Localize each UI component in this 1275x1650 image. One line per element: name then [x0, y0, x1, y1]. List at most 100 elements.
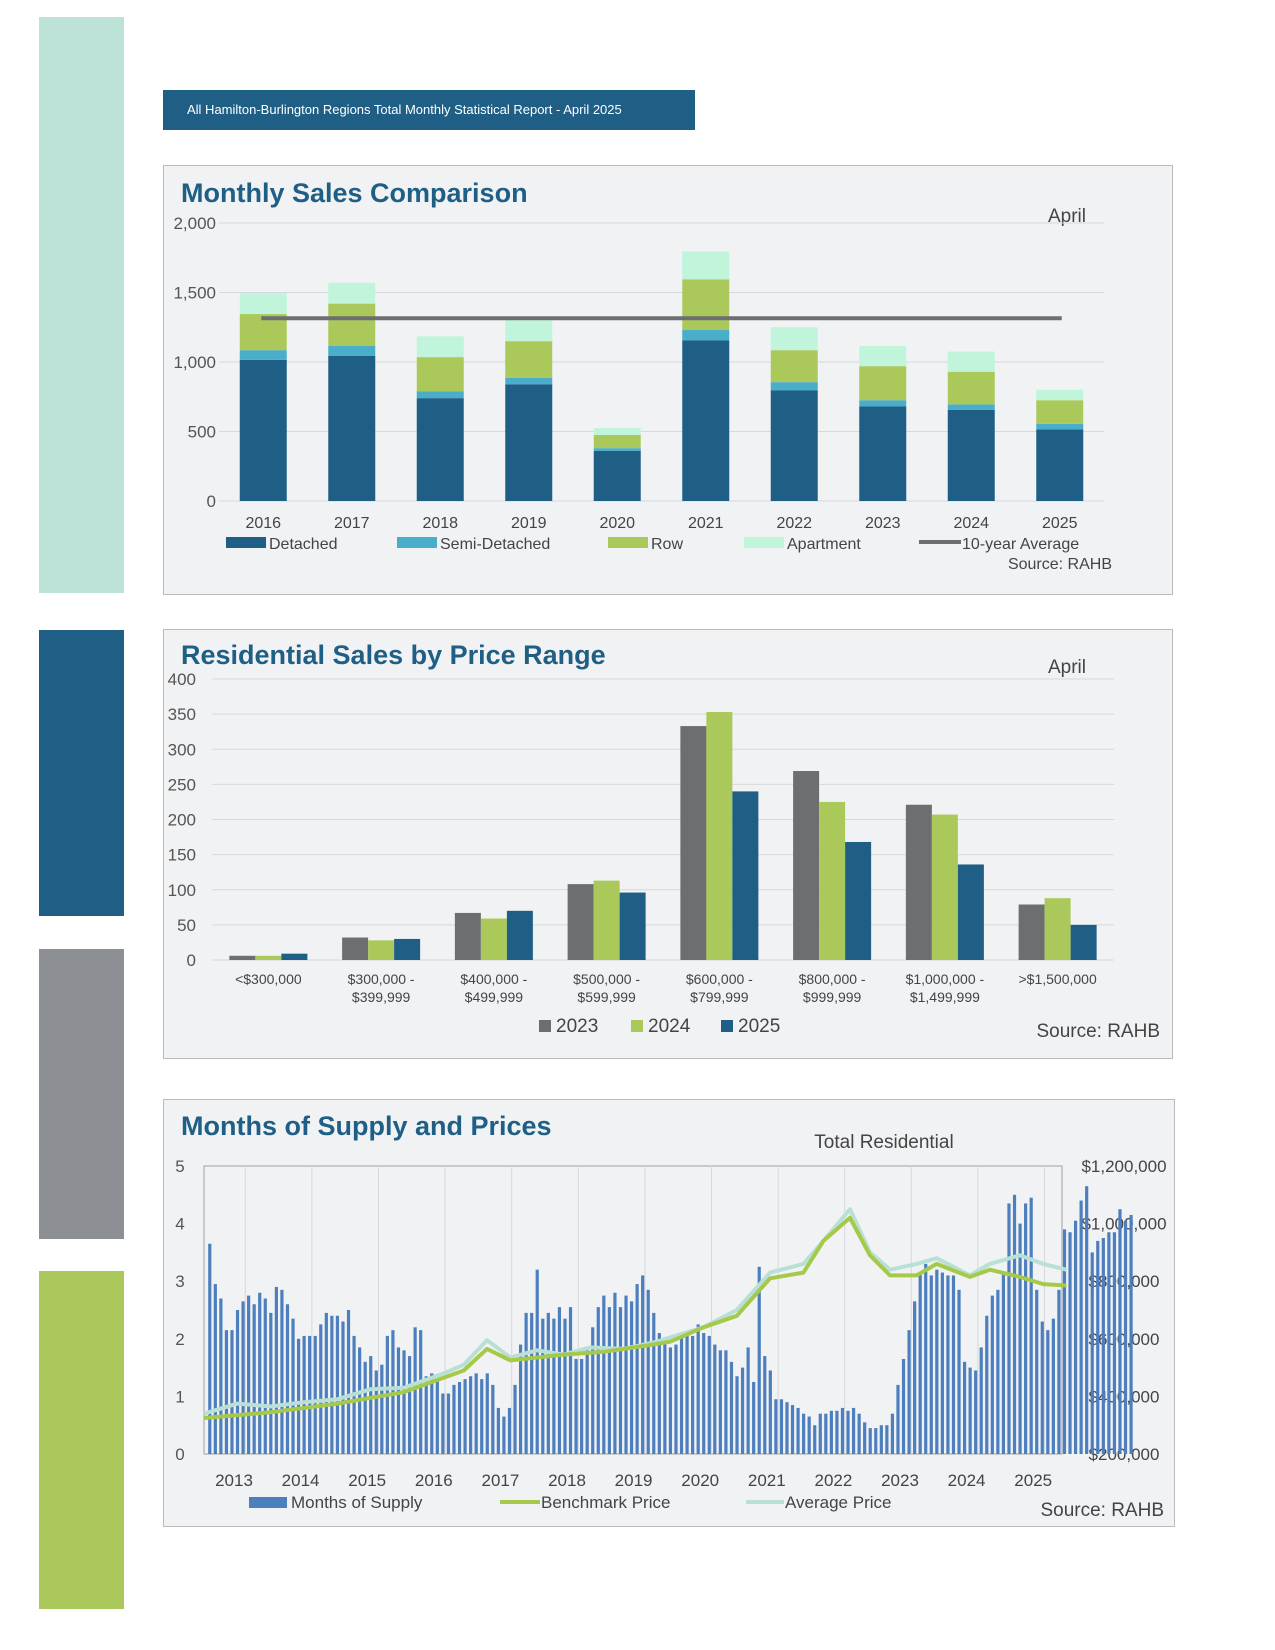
- supply-bar: [796, 1407, 800, 1454]
- bar-detached: [505, 384, 553, 501]
- x-tick-label: 2017: [481, 1471, 519, 1490]
- y-tick-label: 0: [187, 951, 196, 970]
- supply-bar: [663, 1341, 667, 1454]
- supply-bar: [430, 1373, 434, 1454]
- bar-detached: [770, 390, 818, 501]
- supply-bar: [363, 1361, 367, 1454]
- supply-bar: [652, 1312, 656, 1454]
- supply-bar: [635, 1284, 639, 1454]
- supply-bar: [907, 1330, 911, 1454]
- y-tick-label: 100: [168, 881, 196, 900]
- chart-subtitle: April: [1048, 657, 1086, 678]
- supply-bar: [335, 1315, 340, 1454]
- supply-bar: [530, 1312, 534, 1454]
- supply-bar: [1129, 1214, 1133, 1454]
- x-tick-label: 2022: [814, 1471, 852, 1490]
- side-bar-gray: [39, 949, 124, 1239]
- x-tick-label: 2020: [599, 515, 635, 532]
- supply-bar: [346, 1310, 351, 1454]
- supply-bar: [330, 1315, 334, 1454]
- y-tick-label: 1,500: [173, 284, 216, 303]
- supply-bar: [507, 1407, 512, 1454]
- legend-swatch: [721, 1020, 733, 1032]
- supply-bar: [496, 1407, 500, 1454]
- supply-bar: [874, 1428, 878, 1454]
- supply-bar: [979, 1347, 983, 1454]
- bar-apartment: [947, 351, 995, 372]
- bar-2024: [931, 814, 958, 960]
- y-tick-label: 50: [177, 916, 196, 935]
- supply-bar: [918, 1272, 922, 1454]
- bar-apartment: [859, 346, 907, 367]
- supply-bar: [646, 1289, 650, 1454]
- side-bar-navy: [39, 630, 124, 916]
- supply-bar: [707, 1335, 711, 1454]
- supply-bar: [1068, 1232, 1072, 1454]
- bar-semi-detached: [416, 391, 464, 399]
- supply-bar: [296, 1338, 301, 1454]
- supply-bar: [419, 1330, 423, 1454]
- legend-swatch: [608, 537, 648, 548]
- x-tick-label: 2016: [415, 1471, 453, 1490]
- supply-bar: [1073, 1220, 1078, 1454]
- supply-bar: [585, 1350, 589, 1454]
- bar-apartment: [328, 282, 376, 304]
- supply-bar: [657, 1333, 661, 1454]
- supply-bar: [974, 1370, 978, 1454]
- bar-apartment: [505, 320, 553, 342]
- supply-bar: [241, 1301, 245, 1454]
- bar-2023: [229, 955, 256, 960]
- supply-bar: [441, 1393, 445, 1454]
- chart-source: Source: RAHB: [1040, 1500, 1164, 1521]
- x-tick-label: 2013: [215, 1471, 253, 1490]
- x-tick-label: 2024: [953, 515, 989, 532]
- supply-bar: [668, 1347, 673, 1454]
- supply-bar: [463, 1379, 467, 1454]
- supply-bar: [763, 1356, 767, 1454]
- y-tick-label-left: 4: [175, 1215, 184, 1234]
- supply-bar: [324, 1312, 328, 1454]
- x-tick-label: $300,000 -$399,999: [348, 971, 415, 1005]
- bar-apartment: [239, 293, 287, 315]
- supply-bar: [435, 1379, 439, 1454]
- x-tick-label: 2016: [245, 515, 281, 532]
- supply-bar: [518, 1344, 523, 1454]
- supply-bar: [552, 1318, 556, 1454]
- bar-apartment: [682, 251, 730, 280]
- bar-apartment: [770, 327, 818, 351]
- supply-bar: [702, 1333, 706, 1454]
- x-tick-label: $1,000,000 -$1,499,999: [906, 971, 985, 1005]
- supply-bar: [674, 1344, 678, 1454]
- bar-2024: [593, 880, 620, 960]
- bar-detached: [593, 450, 641, 501]
- supply-bar: [313, 1335, 317, 1454]
- supply-bar: [491, 1384, 495, 1454]
- bar-2023: [905, 804, 932, 960]
- panel-title: Monthly Sales Comparison: [181, 178, 528, 208]
- supply-bar: [946, 1275, 950, 1454]
- supply-bar: [1018, 1223, 1022, 1454]
- side-bar-mint: [39, 17, 124, 593]
- supply-bar: [863, 1422, 867, 1454]
- price-range-panel: Residential Sales by Price Range April 0 5…: [163, 629, 1173, 1059]
- supply-bar: [641, 1275, 645, 1454]
- supply-bar: [1112, 1232, 1117, 1454]
- supply-bar: [230, 1330, 234, 1454]
- x-tick-label: 2023: [865, 515, 901, 532]
- supply-bar: [746, 1347, 750, 1454]
- supply-bar: [1096, 1240, 1100, 1454]
- supply-bar: [541, 1318, 545, 1454]
- x-tick-label: 2025: [1014, 1471, 1052, 1490]
- supply-bar: [824, 1413, 828, 1454]
- supply-bar: [990, 1295, 994, 1454]
- bar-2024: [1044, 898, 1071, 960]
- supply-bar: [624, 1295, 628, 1454]
- supply-bar: [752, 1382, 756, 1454]
- legend-swatch: [539, 1020, 551, 1032]
- supply-bar: [596, 1307, 600, 1454]
- supply-bar: [480, 1379, 484, 1454]
- supply-bar: [724, 1350, 728, 1454]
- supply-bar: [996, 1289, 1000, 1454]
- supply-bar: [618, 1307, 623, 1454]
